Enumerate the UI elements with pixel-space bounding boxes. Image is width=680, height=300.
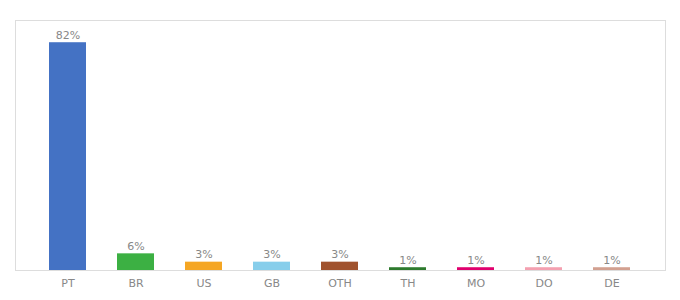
svg-text:3%: 3% — [195, 248, 212, 261]
svg-text:6%: 6% — [127, 240, 144, 253]
svg-text:US: US — [196, 277, 211, 290]
svg-text:1%: 1% — [399, 254, 416, 267]
svg-text:3%: 3% — [263, 248, 280, 261]
svg-text:1%: 1% — [603, 254, 620, 267]
svg-text:TH: TH — [400, 277, 416, 290]
svg-text:1%: 1% — [535, 254, 552, 267]
svg-text:BR: BR — [128, 277, 144, 290]
svg-text:DE: DE — [604, 277, 619, 290]
svg-text:3%: 3% — [331, 248, 348, 261]
svg-text:82%: 82% — [56, 29, 80, 42]
svg-text:PT: PT — [61, 277, 75, 290]
svg-text:OTH: OTH — [328, 277, 352, 290]
svg-text:MO: MO — [467, 277, 485, 290]
svg-text:1%: 1% — [467, 254, 484, 267]
svg-text:GB: GB — [264, 277, 280, 290]
svg-text:DO: DO — [535, 277, 552, 290]
